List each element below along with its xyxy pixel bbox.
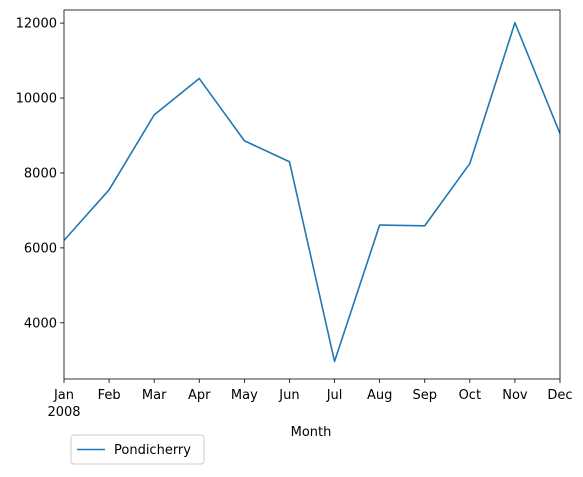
y-tick-label: 4000 (24, 316, 57, 331)
series-line-pondicherry (64, 23, 560, 362)
y-tick-label: 12000 (16, 17, 57, 32)
legend-label: Pondicherry (114, 443, 191, 458)
axes-frame (64, 10, 560, 379)
plot-area (64, 23, 560, 362)
x-tick-year-label: 2008 (47, 405, 80, 420)
x-tick-label: Mar (142, 388, 167, 403)
x-tick-label: Apr (188, 388, 211, 403)
x-tick-label: Jan (53, 388, 74, 403)
x-tick-label: Jun (278, 388, 299, 403)
x-tick-label: May (231, 388, 258, 403)
y-tick-label: 6000 (24, 241, 57, 256)
x-tick-label: Sep (412, 388, 437, 403)
y-tick-label: 10000 (16, 92, 57, 107)
x-tick-label: Aug (367, 388, 392, 403)
x-tick-label: Dec (547, 388, 572, 403)
x-tick-label: Nov (502, 388, 528, 403)
x-axis-label: Month (291, 425, 332, 440)
axes: 4000 6000 8000 10000 12000 Jan Feb Mar Apr May Jun… (16, 10, 573, 420)
x-tick-label: Oct (459, 388, 481, 403)
legend: Pondicherry (71, 435, 204, 464)
x-tick-label: Feb (98, 388, 121, 403)
y-tick-label: 8000 (24, 166, 57, 181)
x-tick-label: Jul (326, 388, 343, 403)
